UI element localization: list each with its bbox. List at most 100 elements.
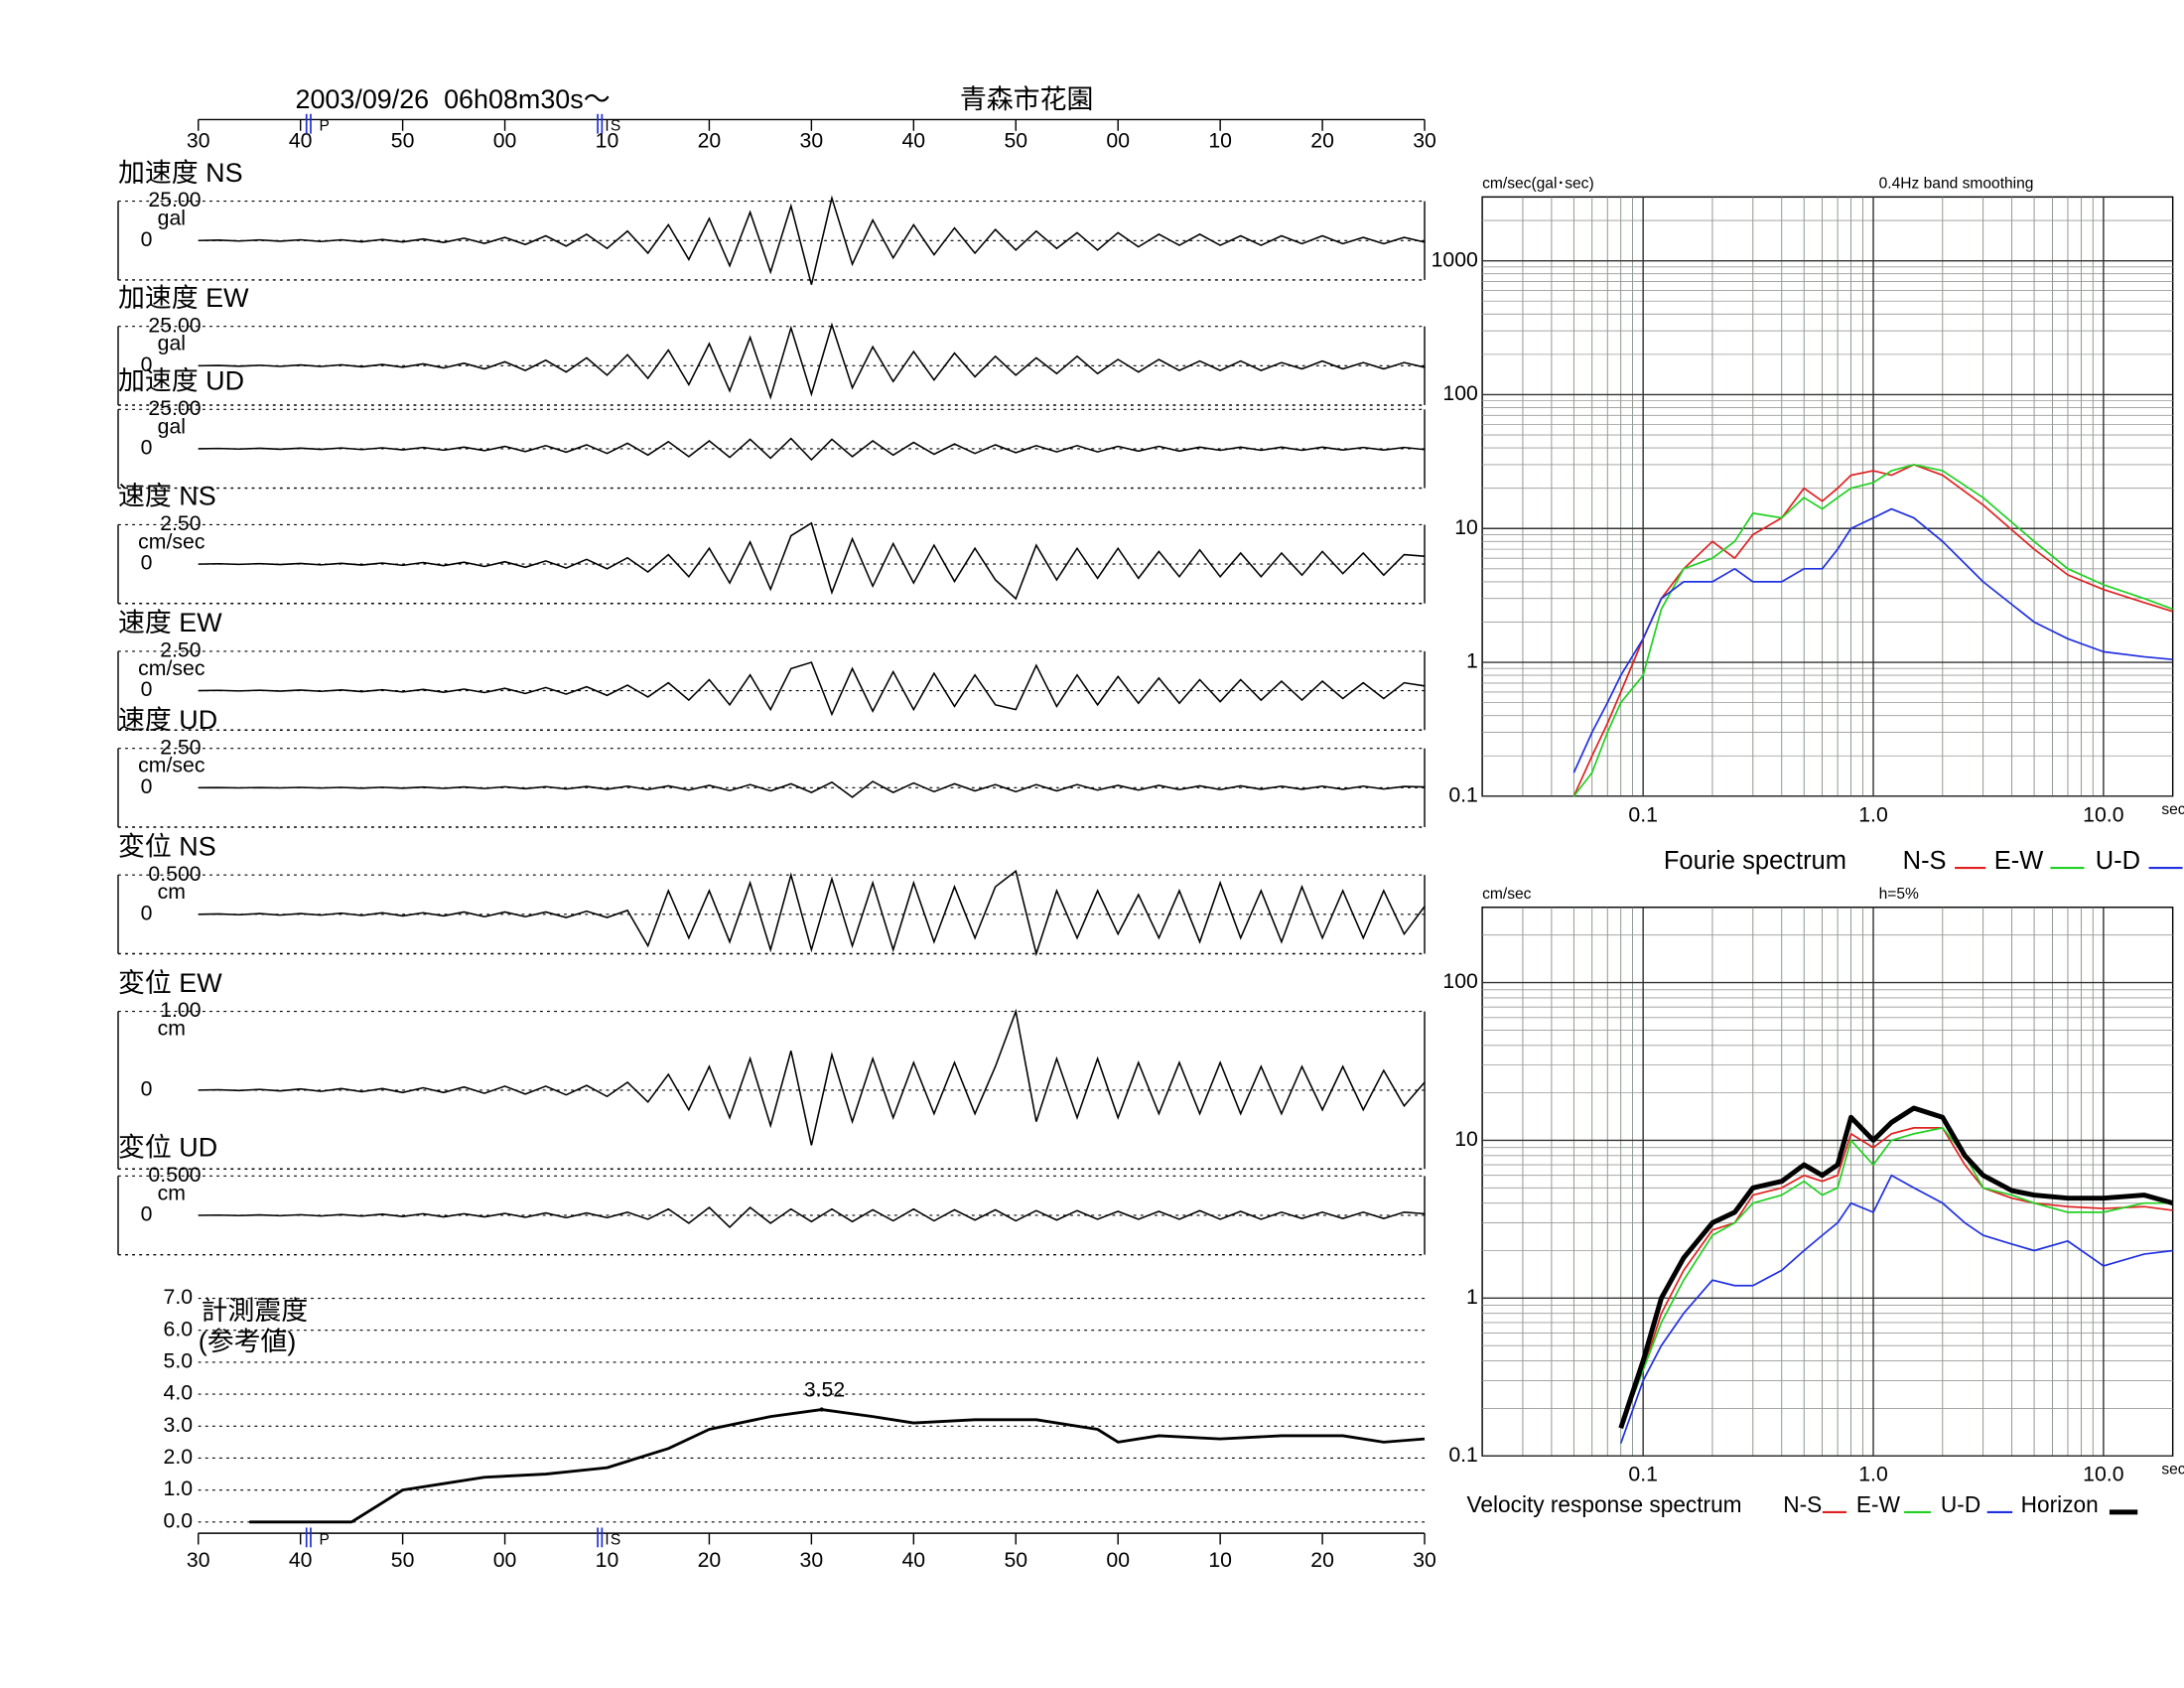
y-tick-label: 1.0 <box>164 1477 194 1500</box>
series-line <box>249 1408 1426 1524</box>
trace-title: 加速度 UD <box>118 365 244 395</box>
x-tick-label: 1.0 <box>1858 802 1888 826</box>
x-tick-label: 00 <box>493 1548 517 1572</box>
x-tick-label: 50 <box>1004 1548 1027 1572</box>
phase-label: P <box>319 1531 329 1548</box>
x-axis-label: sec <box>2161 801 2184 818</box>
peak-label: 3.52 <box>804 1378 845 1402</box>
trace-title: 変位 UD <box>118 1133 217 1163</box>
y-unit: cm/sec <box>1482 886 1532 903</box>
waveform <box>198 437 1426 462</box>
y-tick-label: 7.0 <box>164 1285 194 1309</box>
y-tick-label: 1 <box>1466 649 1478 673</box>
chart-subtitle: (参考値) <box>199 1327 297 1356</box>
y-tick-label: 2.50 <box>160 638 201 662</box>
header-datetime: 2003/09/26 06h08m30s〜 <box>295 84 610 114</box>
legend-label: N-S <box>1903 847 1947 875</box>
x-tick-label: 0.1 <box>1628 1463 1658 1486</box>
trace-unit: cm/sec <box>138 656 205 680</box>
series-line <box>1619 1127 2173 1429</box>
x-axis-label: sec <box>2161 1462 2184 1478</box>
x-tick-label: 00 <box>1106 1548 1130 1572</box>
y-tick-label: 0 <box>141 436 153 460</box>
series-line <box>1619 1127 2173 1429</box>
trace-unit: cm/sec <box>138 529 205 553</box>
x-tick-label: 30 <box>1413 129 1436 153</box>
x-tick-label: 10 <box>596 1548 619 1572</box>
trace-unit: gal <box>158 332 186 355</box>
y-tick-label: 100 <box>1442 969 1477 993</box>
trace-unit: cm <box>158 1017 186 1041</box>
x-tick-label: 30 <box>800 1548 824 1572</box>
y-tick-label: 0.500 <box>148 862 201 886</box>
legend-title: Velocity response spectrum <box>1467 1491 1742 1517</box>
x-tick-label: 30 <box>187 129 210 153</box>
x-tick-label: 50 <box>391 1548 415 1572</box>
y-tick-label: 4.0 <box>164 1381 194 1405</box>
note: h=5% <box>1879 886 1919 903</box>
series-line <box>1618 1105 2174 1430</box>
x-tick-label: 30 <box>1413 1548 1436 1572</box>
y-tick-label: 25.00 <box>148 396 201 420</box>
y-tick-label: 0 <box>141 774 153 798</box>
x-tick-label: 20 <box>1310 129 1334 153</box>
x-tick-label: 20 <box>1310 1548 1334 1572</box>
y-tick-label: 25.00 <box>148 313 201 337</box>
trace-unit: cm <box>158 1181 186 1204</box>
x-tick-label: 10.0 <box>2083 1463 2123 1486</box>
x-tick-label: 40 <box>289 1548 313 1572</box>
trace-title: 変位 EW <box>118 968 222 998</box>
y-tick-label: 0 <box>141 901 153 924</box>
trace-title: 変位 NS <box>118 831 216 861</box>
legend-label: U-D <box>2096 847 2140 875</box>
legend-label: Horizon <box>2021 1491 2099 1517</box>
x-tick-label: 0.1 <box>1628 802 1658 826</box>
y-tick-label: 0.1 <box>1448 1443 1478 1467</box>
y-tick-label: 5.0 <box>164 1349 194 1373</box>
x-tick-label: 50 <box>391 129 415 153</box>
y-tick-label: 3.0 <box>164 1413 194 1437</box>
trace-title: 速度 EW <box>118 608 222 637</box>
x-tick-label: 40 <box>902 1548 926 1572</box>
y-tick-label: 1 <box>1466 1285 1478 1309</box>
x-tick-label: 40 <box>289 129 313 153</box>
trace-unit: cm/sec <box>138 754 205 777</box>
trace-unit: gal <box>158 414 186 438</box>
x-tick-label: 10 <box>1208 129 1232 153</box>
phase-label: S <box>611 1531 620 1548</box>
y-tick-label: 2.50 <box>160 511 201 535</box>
waveform <box>198 780 1426 798</box>
waveform <box>198 869 1426 957</box>
y-tick-label: 0 <box>141 352 153 376</box>
legend-title: Fourie spectrum <box>1664 847 1846 875</box>
y-tick-label: 0 <box>141 677 153 701</box>
trace-title: 加速度 EW <box>118 283 249 313</box>
x-tick-label: 30 <box>800 129 824 153</box>
x-tick-label: 1.0 <box>1858 1463 1888 1486</box>
y-tick-label: 10 <box>1454 515 1478 539</box>
y-tick-label: 0 <box>141 227 153 251</box>
y-tick-label: 1.00 <box>160 998 201 1022</box>
y-tick-label: 10 <box>1454 1127 1478 1151</box>
y-tick-label: 2.50 <box>160 735 201 759</box>
y-tick-label: 1000 <box>1432 247 1478 271</box>
trace-title: 速度 NS <box>118 482 216 511</box>
x-tick-label: 00 <box>493 129 517 153</box>
y-unit: cm/sec(gal･sec) <box>1482 176 1594 193</box>
y-tick-label: 100 <box>1442 381 1477 405</box>
y-tick-label: 2.0 <box>164 1445 194 1469</box>
x-tick-label: 20 <box>698 129 722 153</box>
series-line <box>1572 464 2173 797</box>
trace-title: 速度 UD <box>118 705 217 735</box>
trace-unit: cm <box>158 880 186 904</box>
waveform <box>198 661 1426 717</box>
header-station: 青森市花園 <box>960 84 1094 114</box>
y-tick-label: 0 <box>141 551 153 575</box>
x-tick-label: 10 <box>596 129 619 153</box>
y-tick-label: 0.500 <box>148 1163 201 1187</box>
waveform <box>198 1008 1426 1146</box>
y-tick-label: 6.0 <box>164 1317 194 1340</box>
